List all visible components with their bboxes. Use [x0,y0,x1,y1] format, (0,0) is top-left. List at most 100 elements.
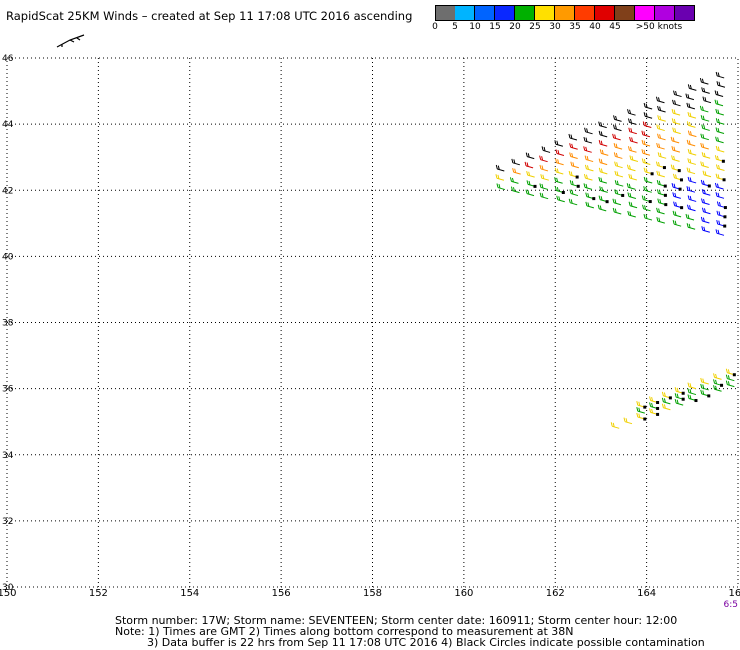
wind-barb [649,396,660,405]
wind-barb [656,189,667,197]
wind-barb [701,152,711,159]
wind-barb [657,133,666,141]
wind-barb [687,149,697,156]
wind-barb [598,139,608,147]
wind-barb [701,87,710,94]
wind-barb [657,115,666,122]
wind-barb [656,124,665,132]
wind-barb [629,136,638,144]
wind-barb [686,139,696,147]
wind-barb [656,207,665,215]
colorbar-label: 45 [609,22,621,32]
colorbar-label: 30 [549,22,561,32]
wind-barb [570,161,579,169]
wind-barb [526,180,537,188]
wind-barb [643,213,653,221]
wind-barb [714,155,725,163]
lat-tick-label: 46 [2,54,14,64]
wind-barb [612,133,621,141]
colorbar-segment [455,5,475,21]
colorbar-label: 0 [432,22,438,32]
wind-barb [568,198,578,206]
wind-barb [656,142,665,150]
wind-barb [687,84,697,91]
wind-barb [583,146,592,153]
lon-tick-label: 150 [0,588,17,599]
wind-barb [510,186,520,194]
wind-barb [656,217,665,224]
colorbar-label: 35 [569,22,581,32]
wind-barb [554,167,564,175]
wind-barb [641,149,651,156]
colorbar-segment [495,5,515,21]
wind-barb [511,158,520,166]
wind-barb [614,180,624,187]
wind-barb [628,201,638,209]
wind-barb [569,180,580,188]
wind-barb [700,216,710,224]
wind-barb [715,71,725,79]
wind-barb [700,383,709,391]
wind-barb [539,183,549,190]
wind-barb [509,177,519,184]
wind-barb [700,115,710,122]
colorbar-label: 40 [589,22,601,32]
wind-barb [672,99,681,107]
wind-barb [715,108,724,116]
wind-barb [670,136,680,144]
wind-barb [686,186,696,193]
wind-barb [583,136,593,144]
wind-barb [539,164,549,172]
wind-barb [701,207,711,215]
colorbar-label: 25 [529,22,541,32]
colorbar-segment [475,5,495,21]
wind-barb [700,179,711,188]
wind-barb [715,127,725,134]
wind-barb [674,387,685,395]
wind-barb [715,145,725,153]
wind-barb [672,173,683,182]
wind-barb [627,146,637,153]
lon-tick-label: 156 [272,588,291,599]
wind-barb [642,121,652,128]
wind-barb [674,399,684,406]
colorbar-segment [515,5,535,21]
wind-barb [657,105,666,113]
colorbar-label: >50 knots [635,22,683,32]
wind-barb [700,389,711,398]
wind-barb [672,127,681,135]
lon-tick-label: 160 [454,588,473,599]
wind-barb [715,229,725,236]
wind-barb [687,112,697,119]
colorbar-segment [655,5,675,21]
wind-barb [672,210,682,218]
wind-barb [716,219,727,228]
wind-barb [539,192,549,200]
wind-barb [627,109,636,116]
map-title: RapidScat 25KM Winds – created at Sep 11… [6,9,413,23]
wind-barb [612,124,622,132]
wind-barb [657,152,667,159]
wind-barb [687,388,697,396]
wind-barb [716,210,727,219]
wind-barb [713,373,722,380]
wind-barb [627,192,637,199]
wind-barb [598,167,608,175]
wind-barb [715,192,725,199]
wind-barb [554,186,565,195]
wind-barb [716,201,727,210]
wind-barb [583,173,593,181]
wind-barb [599,149,609,156]
wind-barb [525,152,535,160]
wind-barb [701,226,710,233]
wind-barb [699,78,709,85]
wind-barb [643,102,653,110]
wind-barb [673,90,682,98]
wind-barb [597,204,607,212]
wind-barb [715,118,725,125]
wind-barb [641,139,651,147]
wind-barb [700,161,709,168]
lat-tick-label: 44 [2,120,14,130]
wind-barb [661,403,671,411]
notes-line-2: 3) Data buffer is 22 hrs from Sep 11 17:… [147,636,705,649]
